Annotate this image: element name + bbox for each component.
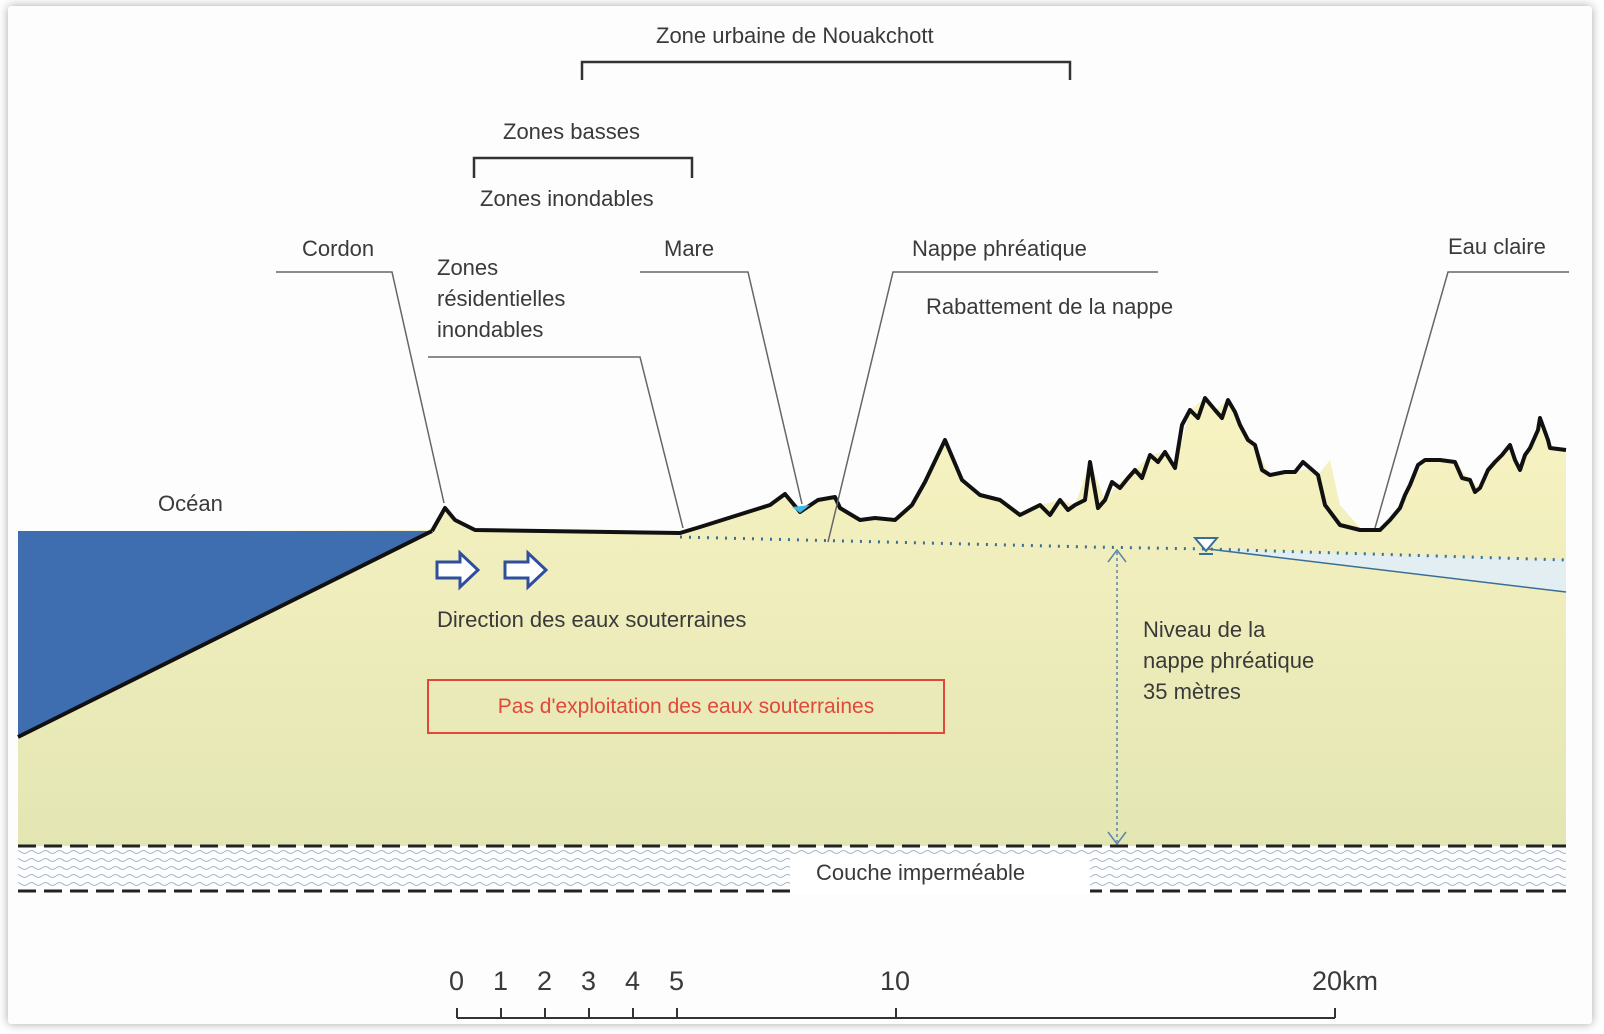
water-table-line — [679, 535, 1567, 562]
water-table-marker — [1192, 537, 1220, 553]
seabed-line — [17, 529, 433, 739]
zones-inondables-label: Zones inondables — [480, 186, 654, 211]
leader-eau-claire — [1374, 271, 1569, 529]
zones-residentielles-label: Zones résidentielles inondables — [437, 252, 565, 345]
ground-layer — [18, 398, 1566, 846]
leader-nappe — [827, 271, 1158, 543]
scale-tick-label: 5 — [669, 966, 685, 996]
scale-tick-label: 3 — [581, 966, 597, 996]
cordon-label: Cordon — [302, 236, 375, 261]
rabattement-label: Rabattement de la nappe — [926, 294, 1174, 319]
scale-tick-label: 4 — [625, 966, 641, 996]
scale-tick-label: 2 — [537, 966, 553, 996]
niveau-line: 35 mètres — [1143, 679, 1241, 704]
scale-bar — [456, 1008, 1336, 1019]
couche-label-bg — [790, 854, 1090, 894]
scale-tick-label: 1 — [493, 966, 509, 996]
zone-urbaine-label: Zone urbaine de Nouakchott — [656, 23, 934, 48]
direction-label: Direction des eaux souterraines — [437, 607, 747, 632]
zones-basses-label: Zones basses — [503, 119, 640, 144]
ocean-label: Océan — [158, 491, 223, 516]
mare-label: Mare — [664, 236, 715, 261]
niveau-line: Niveau de la — [1143, 617, 1266, 642]
leader-cordon — [276, 271, 445, 504]
warning-box: Pas d'exploitation des eaux souterraines — [427, 679, 945, 734]
couche-label: Couche imperméable — [816, 860, 1026, 885]
leader-mare — [640, 271, 803, 505]
groundwater-arrow-icon — [435, 549, 481, 591]
scale-tick-label: 0 — [449, 966, 465, 996]
scale-tick-label: 10 — [880, 966, 911, 996]
groundwater-arrow-icon — [503, 549, 549, 591]
warning-text: Pas d'exploitation des eaux souterraines — [497, 694, 875, 718]
zones-residentielles-line: inondables — [437, 317, 544, 342]
bracket-zones-basses — [472, 156, 694, 178]
bracket-zone-urbaine — [580, 60, 1072, 80]
scale-tick-label: 20km — [1312, 966, 1379, 996]
eau-claire-label: Eau claire — [1448, 234, 1546, 259]
nappe-phreatique-label: Nappe phréatique — [912, 236, 1087, 261]
mare-water — [792, 505, 810, 513]
zones-residentielles-line: Zones — [437, 255, 499, 280]
niveau-line: nappe phréatique — [1143, 648, 1315, 673]
niveau-label: Niveau de la nappe phréatique 35 mètres — [1143, 614, 1314, 707]
zones-residentielles-line: résidentielles — [437, 286, 566, 311]
terrain-profile — [430, 396, 1567, 535]
leader-zones-residentielles — [428, 356, 684, 529]
